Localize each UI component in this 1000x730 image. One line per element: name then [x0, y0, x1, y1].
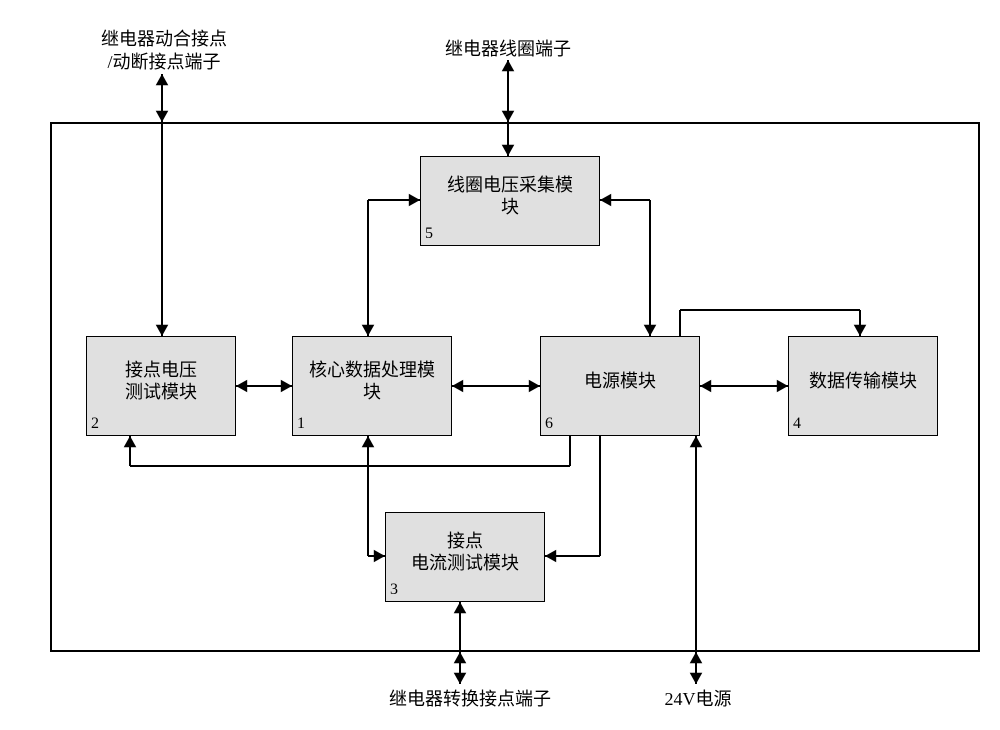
node-number: 2 [91, 415, 99, 433]
node-power-supply: 电源模块 6 [540, 336, 700, 436]
node-label-2: 块 [363, 382, 381, 402]
ext-label-line1: 继电器转换接点端子 [389, 689, 551, 709]
ext-label-line2: /动断接点端子 [107, 52, 220, 72]
node-data-transmission: 数据传输模块 4 [788, 336, 938, 436]
node-label: 接点电压 [125, 360, 197, 380]
node-contact-voltage-test: 接点电压测试模块 2 [86, 336, 236, 436]
ext-label-relay-switch-terminal: 继电器转换接点端子 [370, 688, 570, 711]
node-label-2: 电流测试模块 [411, 553, 519, 573]
ext-label-line1: 继电器线圈端子 [445, 39, 571, 59]
node-label: 线圈电压采集模 [447, 175, 573, 195]
node-number: 6 [545, 415, 553, 433]
node-core-data-processing: 核心数据处理模块 1 [292, 336, 452, 436]
node-number: 3 [390, 581, 398, 599]
node-number: 1 [297, 415, 305, 433]
ext-label-line1: 继电器动合接点 [101, 29, 227, 49]
node-label: 接点 [447, 531, 483, 551]
ext-label-24v-power: 24V电源 [638, 688, 758, 711]
diagram-canvas: 核心数据处理模块 1 接点电压测试模块 2 接点电流测试模块 3 数据传输模块 … [0, 0, 1000, 730]
node-label: 电源模块 [584, 371, 656, 391]
node-number: 5 [425, 225, 433, 243]
node-label: 核心数据处理模 [309, 360, 435, 380]
ext-label-relay-contact-terminal: 继电器动合接点 /动断接点端子 [64, 28, 264, 73]
node-contact-current-test: 接点电流测试模块 3 [385, 512, 545, 602]
ext-label-relay-coil-terminal: 继电器线圈端子 [408, 38, 608, 61]
node-label-2: 测试模块 [125, 382, 197, 402]
node-label-2: 块 [501, 197, 519, 217]
ext-label-line1: 24V电源 [665, 689, 732, 709]
node-number: 4 [793, 415, 801, 433]
node-coil-voltage-acquisition: 线圈电压采集模块 5 [420, 156, 600, 246]
node-label: 数据传输模块 [809, 371, 917, 391]
